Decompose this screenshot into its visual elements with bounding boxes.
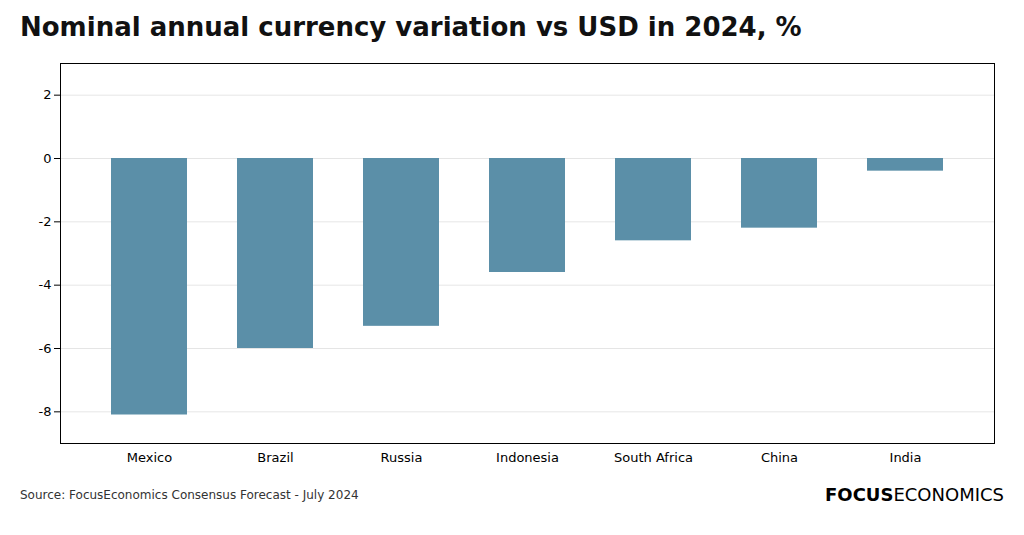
svg-text:Brazil: Brazil — [257, 450, 293, 465]
svg-text:China: China — [761, 450, 798, 465]
html-text:Source: FocusEconomics Consens: Source: FocusEconomics Consensus Forecas… — [20, 487, 359, 502]
svg-text:Russia: Russia — [381, 450, 423, 465]
svg-text:-8: -8 — [39, 404, 52, 419]
svg-text:Mexico: Mexico — [127, 450, 172, 465]
html-text:Nominal annual currency variat: Nominal annual currency variation vs USD… — [20, 12, 802, 42]
svg-text:Indonesia: Indonesia — [496, 450, 559, 465]
svg-text:-6: -6 — [39, 341, 52, 356]
svg-text:India: India — [890, 450, 922, 465]
svg-text:South Africa: South Africa — [614, 450, 693, 465]
svg-text:0: 0 — [43, 151, 51, 166]
html-text:FOCUS ECONOMICS: FOCUS ECONOMICS — [825, 484, 1004, 505]
svg-text:-2: -2 — [39, 214, 52, 229]
svg-text:-4: -4 — [39, 277, 52, 292]
svg-text:2: 2 — [43, 87, 51, 102]
